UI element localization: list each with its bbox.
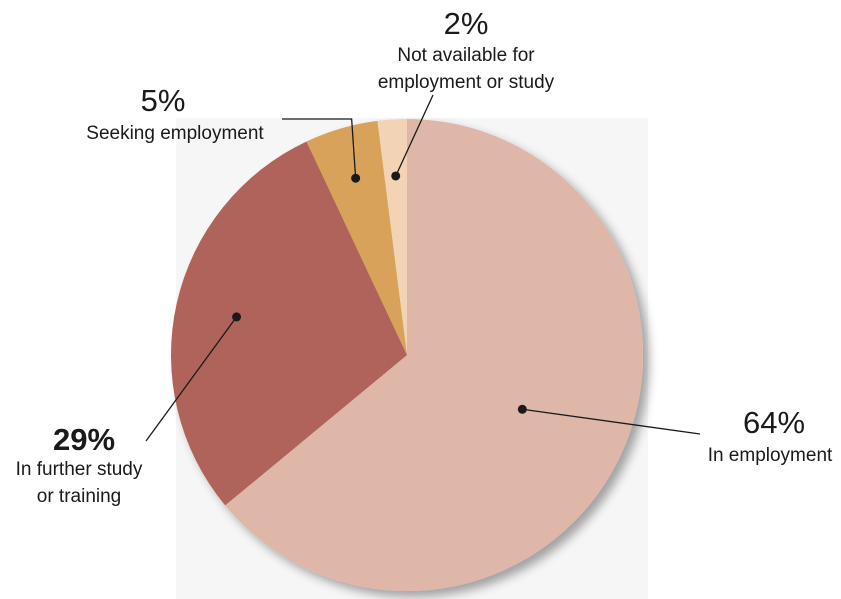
pie-slice-further-study (171, 141, 407, 506)
leader-dot-seeking-employment (351, 173, 361, 183)
leader-line-further-study (145, 316, 238, 442)
slice-category-label-line1: In further study (16, 459, 143, 480)
leader-dot-in-employment (517, 404, 527, 414)
slice-category-label-line2: employment or study (378, 72, 555, 93)
slice-label-not-available: 2% Not available for employment or study (378, 6, 555, 93)
leader-line-seeking-employment (282, 118, 357, 179)
slice-label-in-employment: 64% In employment (708, 405, 833, 466)
leader-lines (145, 94, 701, 442)
slice-category-label: Seeking employment (86, 123, 264, 144)
slice-category-label-line2: or training (37, 486, 122, 507)
leader-line-not-available (395, 94, 434, 177)
leader-dot-not-available (391, 171, 401, 181)
pie-slices (171, 119, 643, 591)
slice-category-label: In employment (708, 445, 833, 466)
pie-slice-seeking-employment (306, 120, 407, 355)
slice-value-label: 2% (444, 6, 489, 41)
pie-slice-in-employment (225, 119, 643, 591)
slice-label-further-study: 29% In further study or training (16, 422, 143, 507)
slice-value-label: 5% (141, 83, 186, 118)
slice-category-label-line1: Not available for (397, 45, 535, 66)
slice-label-seeking-employment: 5% Seeking employment (86, 83, 264, 144)
leader-line-in-employment (522, 408, 701, 435)
slice-value-label: 29% (53, 422, 115, 457)
slice-value-label: 64% (743, 405, 805, 440)
leader-dot-further-study (232, 312, 242, 322)
